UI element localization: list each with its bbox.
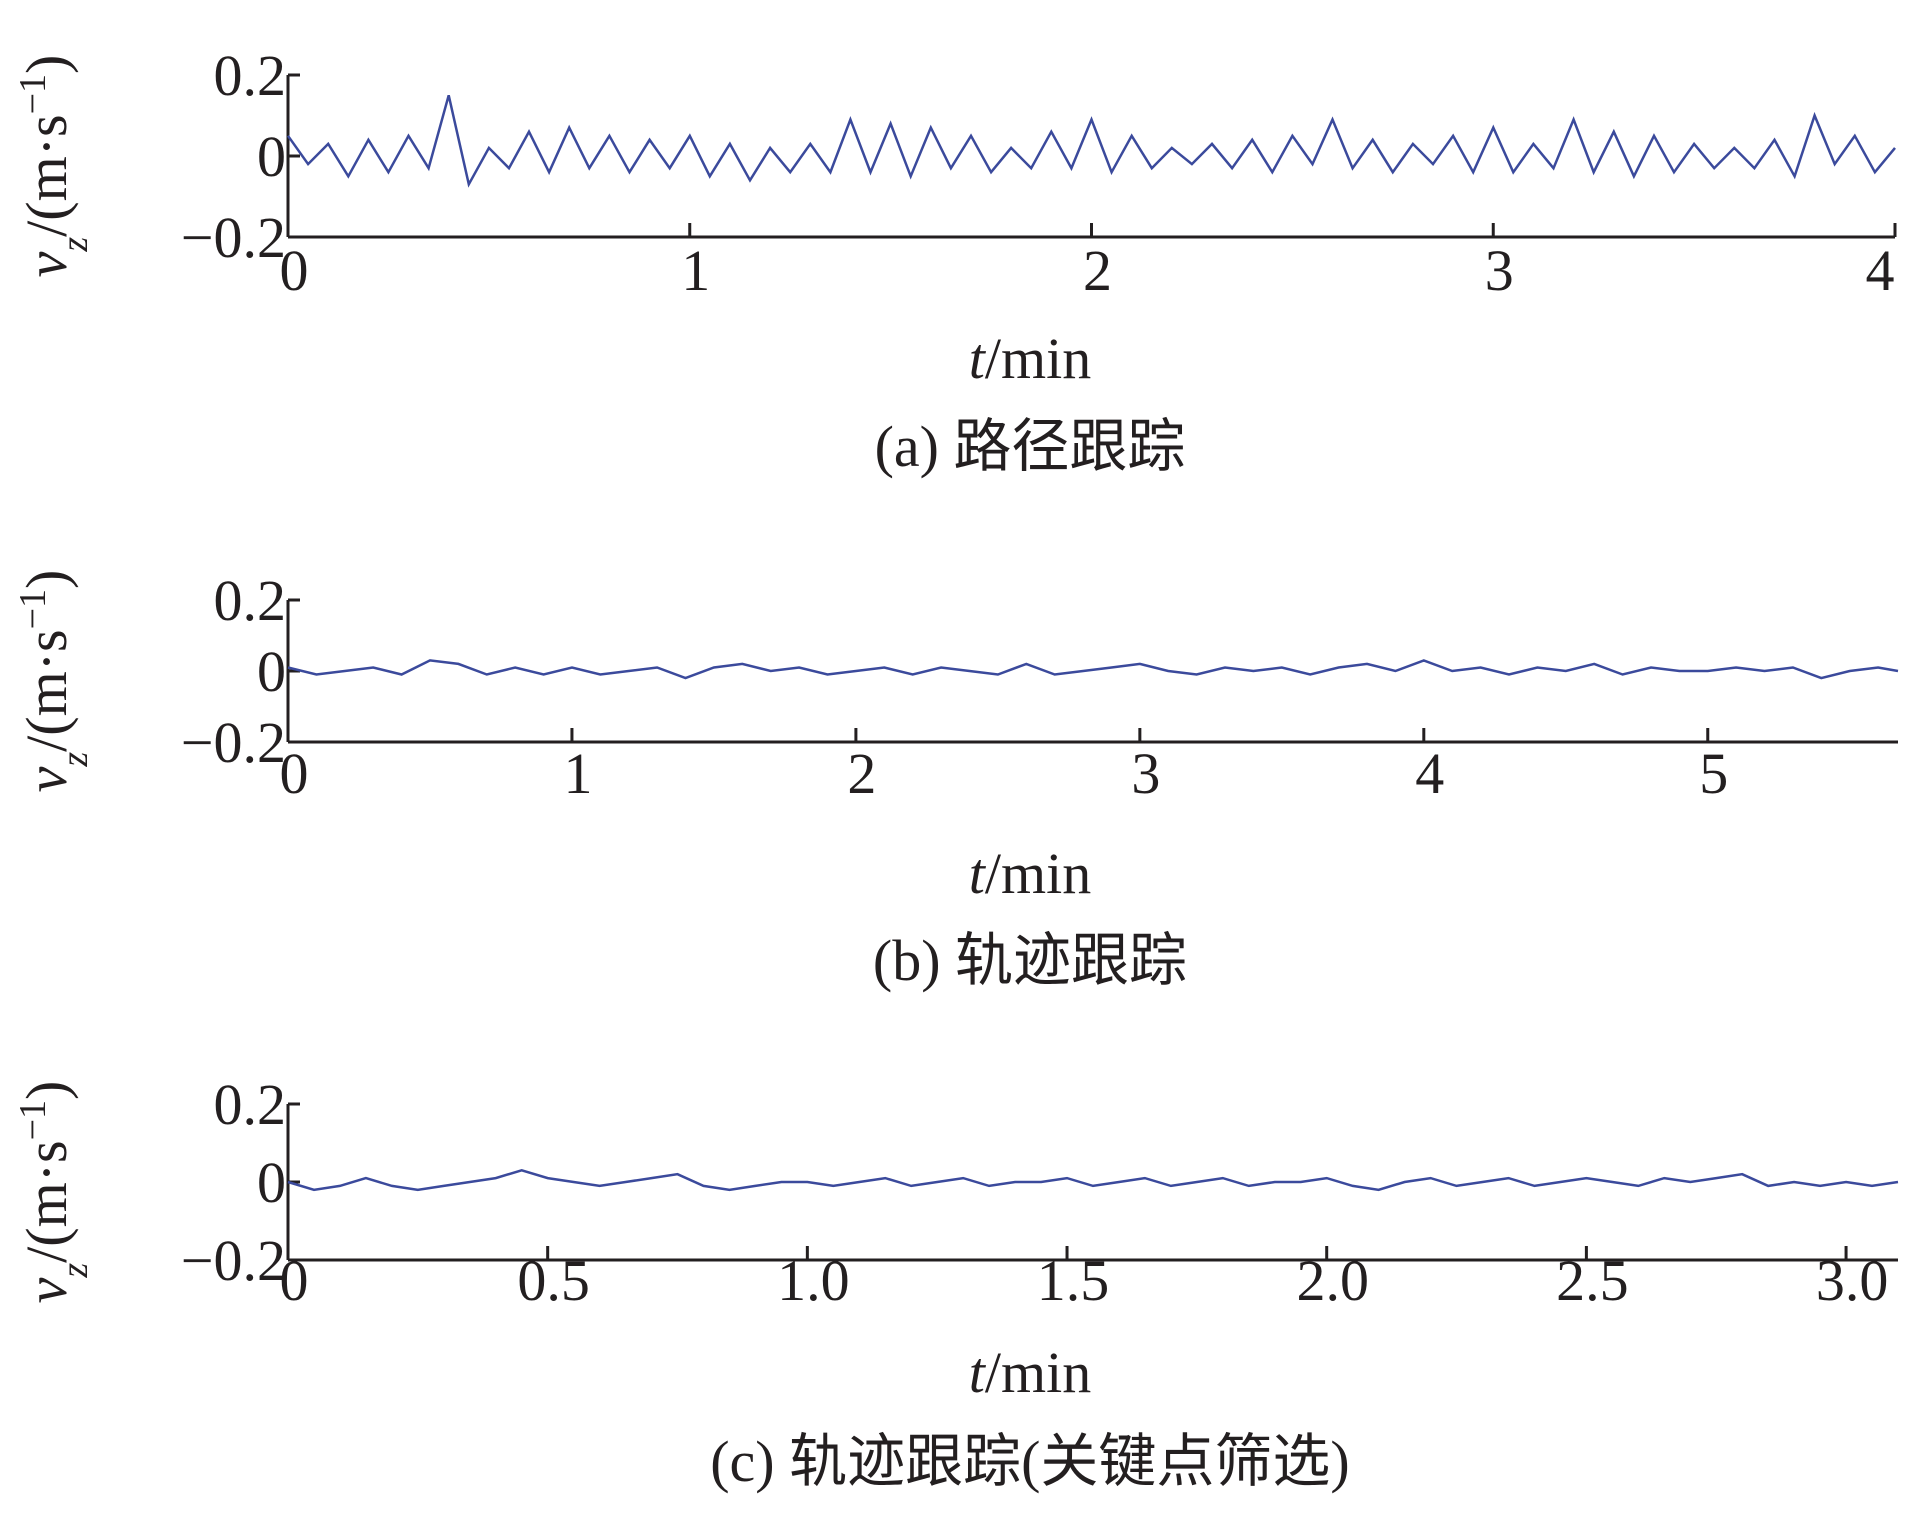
y-tick-label: −0.2 xyxy=(181,205,286,270)
y-label-part: /(m·s xyxy=(14,114,79,236)
x-tick-label: 0 xyxy=(280,238,309,303)
y-label-part: z xyxy=(54,752,96,768)
y-label-part: v xyxy=(14,1277,79,1303)
x-tick-label: 2.0 xyxy=(1296,1248,1369,1313)
x-tick-label: 3 xyxy=(1485,238,1514,303)
y-tick-label: 0 xyxy=(257,639,286,704)
x-label-part: /min xyxy=(985,326,1091,391)
x-tick-label: 4 xyxy=(1415,741,1444,806)
x-tick-label: 0 xyxy=(280,741,309,806)
caption: (b) 轨迹跟踪 xyxy=(873,928,1187,993)
y-label-part: z xyxy=(54,1263,96,1279)
x-label-part: t xyxy=(969,326,987,391)
x-axis-label: t/min xyxy=(969,326,1091,391)
x-tick-label: 3.0 xyxy=(1816,1248,1889,1313)
y-label-part: v xyxy=(14,766,79,792)
x-tick-label: 2.5 xyxy=(1556,1248,1629,1313)
x-tick-label: 1.5 xyxy=(1037,1248,1110,1313)
y-label-part: v xyxy=(14,251,79,277)
data-line xyxy=(286,94,1896,188)
y-tick-label: 0 xyxy=(257,124,286,189)
y-axis-label: vz/(m·s−1) xyxy=(12,1081,96,1304)
x-label-part: /min xyxy=(985,1340,1091,1405)
y-tick-label: 0.2 xyxy=(214,568,287,633)
y-label-part: /(m·s xyxy=(14,1140,79,1262)
x-tick-label: 2 xyxy=(847,741,876,806)
y-label-part: ) xyxy=(14,1081,79,1100)
x-tick-label: 3 xyxy=(1131,741,1160,806)
x-axis-label: t/min xyxy=(969,1340,1091,1405)
x-label-part: /min xyxy=(985,841,1091,906)
y-label-part: −1 xyxy=(12,74,54,114)
x-tick-label: 1 xyxy=(681,238,710,303)
caption: (c) 轨迹跟踪(关键点筛选) xyxy=(710,1429,1350,1494)
y-label-part: ) xyxy=(14,570,79,589)
y-label-part: −1 xyxy=(12,589,54,629)
caption: (a) 路径跟踪 xyxy=(875,414,1186,479)
y-tick-label: −0.2 xyxy=(181,1228,286,1293)
y-axis-label: vz/(m·s−1) xyxy=(12,55,96,278)
y-tick-label: 0.2 xyxy=(214,1072,287,1137)
x-tick-label: 4 xyxy=(1866,238,1895,303)
x-tick-label: 0.5 xyxy=(517,1248,590,1313)
x-tick-label: 0 xyxy=(280,1248,309,1313)
x-tick-label: 5 xyxy=(1699,741,1728,806)
y-label-part: −1 xyxy=(12,1100,54,1140)
x-label-part: t xyxy=(969,1340,987,1405)
y-tick-label: 0 xyxy=(257,1150,286,1215)
x-tick-label: 2 xyxy=(1083,238,1112,303)
x-label-part: t xyxy=(969,841,987,906)
y-axis-label: vz/(m·s−1) xyxy=(12,570,96,793)
y-tick-label: 0.2 xyxy=(214,43,287,108)
y-tick-label: −0.2 xyxy=(181,710,286,775)
y-label-part: ) xyxy=(14,55,79,74)
data-line xyxy=(287,1168,1899,1192)
y-label-part: z xyxy=(54,237,96,253)
data-line xyxy=(287,659,1899,680)
x-axis-label: t/min xyxy=(969,841,1091,906)
x-tick-label: 1.0 xyxy=(777,1248,850,1313)
x-tick-label: 1 xyxy=(563,741,592,806)
y-label-part: /(m·s xyxy=(14,629,79,751)
